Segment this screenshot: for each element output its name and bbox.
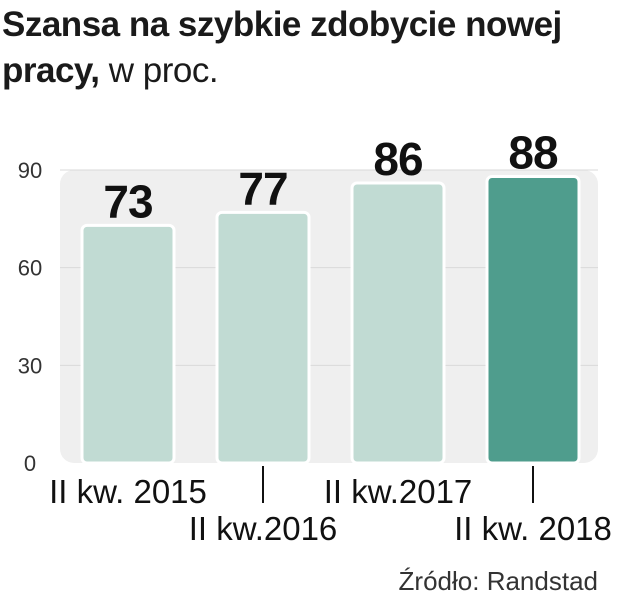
x-tick-label: II kw. 2015 — [49, 473, 207, 510]
data-label: 77 — [238, 162, 287, 214]
bar — [80, 223, 176, 465]
data-label: 88 — [508, 127, 558, 179]
data-label: 86 — [373, 133, 422, 185]
data-labels: 73 77 86 88 — [103, 127, 559, 228]
x-tick-label: II kw.2016 — [189, 510, 338, 547]
bar — [485, 175, 581, 465]
x-tick-label: II kw. 2018 — [454, 510, 612, 547]
y-axis-ticks: 0 30 60 90 — [18, 158, 42, 476]
y-tick-label: 60 — [18, 256, 42, 281]
y-tick-label: 0 — [24, 451, 36, 476]
y-tick-label: 30 — [18, 353, 42, 378]
x-tick-label: II kw.2017 — [324, 473, 473, 510]
y-tick-label: 90 — [18, 158, 42, 183]
bars — [80, 175, 581, 465]
data-label: 73 — [103, 175, 152, 227]
chart-title-unit: w proc. — [99, 51, 219, 90]
source-note: Źródło: Randstad — [399, 566, 598, 596]
chart-title-main: Szansa na szybkie zdobycie nowej pracy, — [2, 5, 562, 90]
plot-panel — [60, 170, 598, 463]
bar — [350, 181, 446, 465]
bar — [215, 210, 311, 465]
chart-title: Szansa na szybkie zdobycie nowej pracy, … — [2, 2, 612, 94]
